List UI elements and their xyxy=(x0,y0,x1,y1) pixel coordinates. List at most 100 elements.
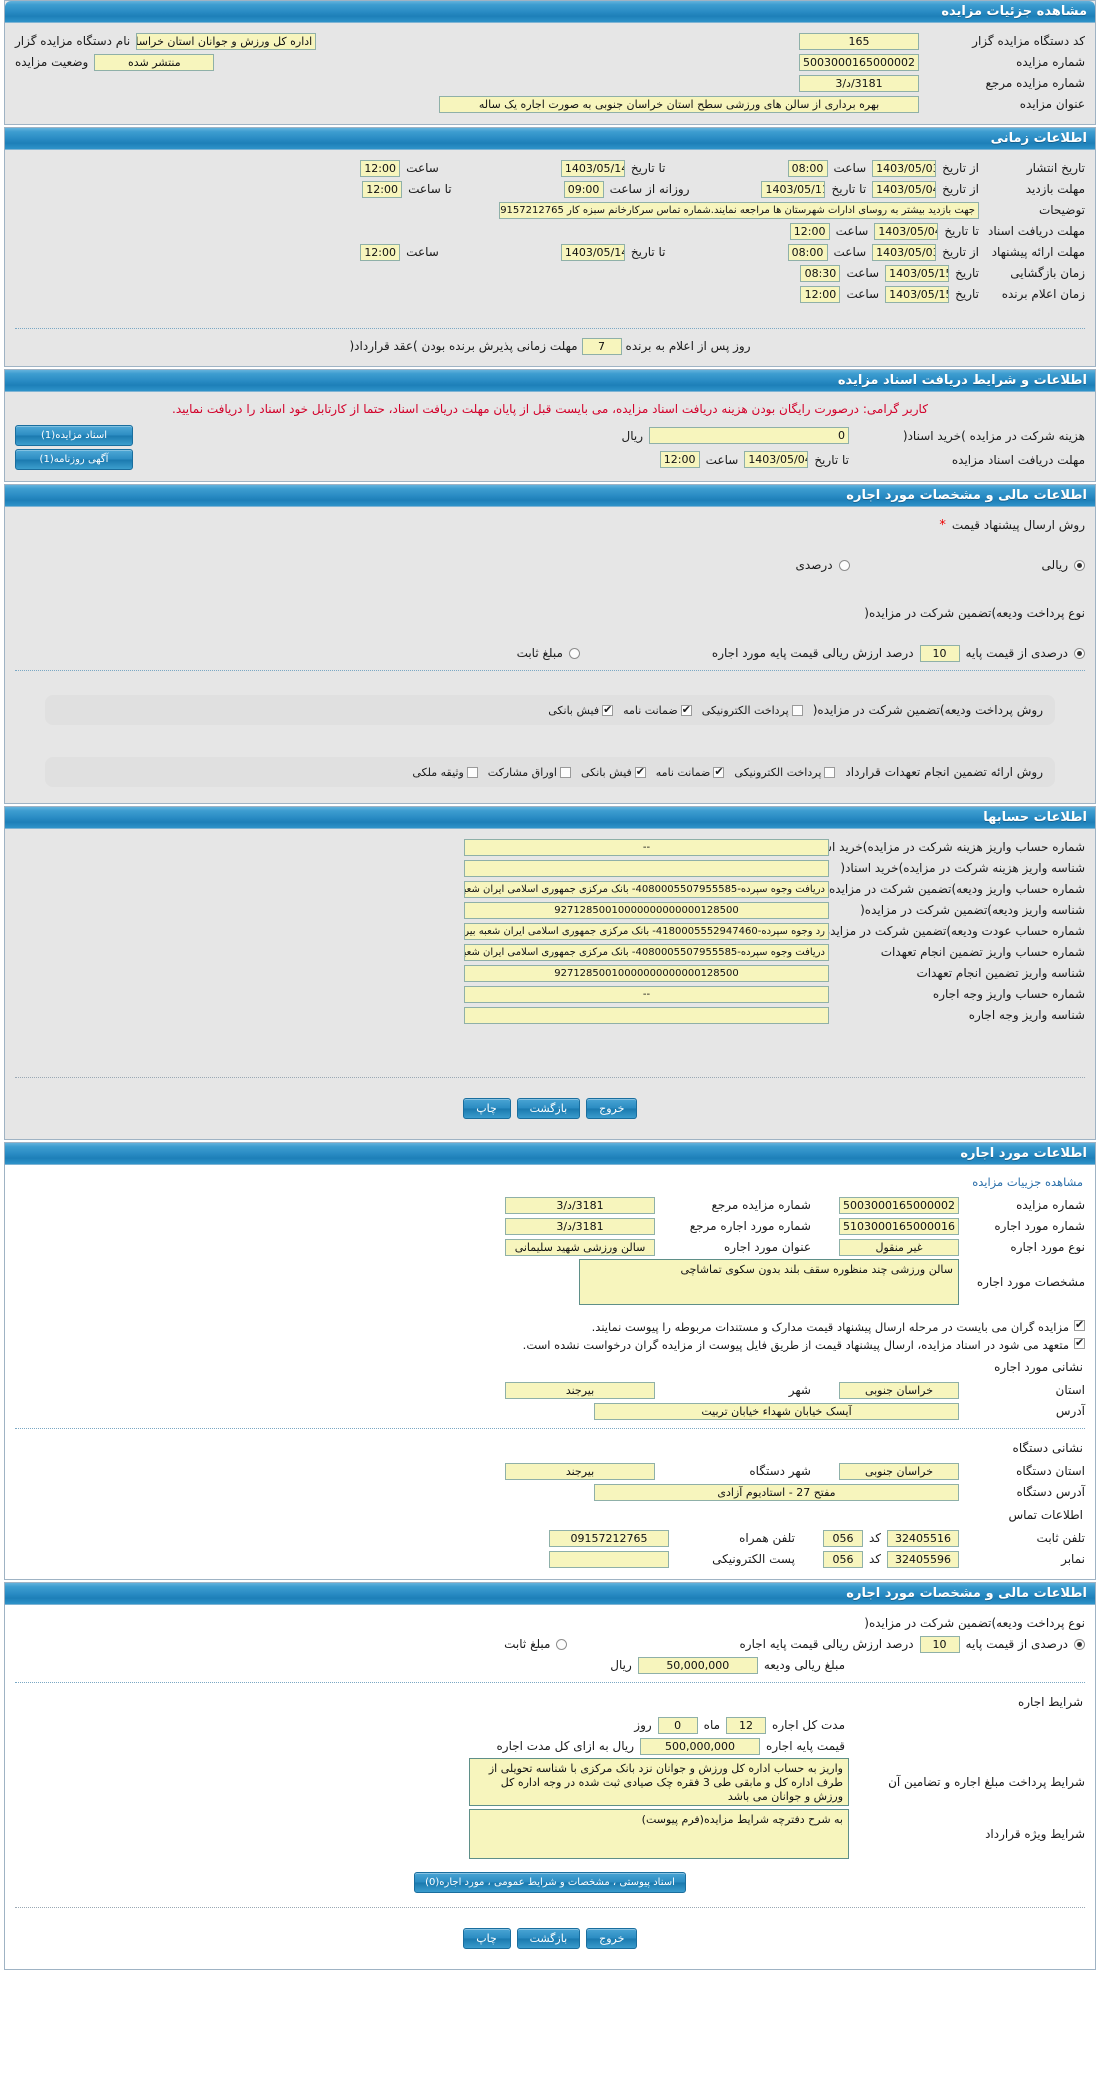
radio-rental-deposit-fixed[interactable] xyxy=(556,1638,568,1650)
checkbox-no-file-required[interactable] xyxy=(1074,1336,1085,1349)
rental-info-panel: اطلاعات مورد اجاره مشاهده جزییات مزایده … xyxy=(4,1142,1096,1580)
visit-daily-label: روزانه از ساعت xyxy=(609,182,690,196)
org-province-label: استان دستگاه xyxy=(1016,1464,1085,1478)
account-label: شماره حساب واریز وجه اجاره xyxy=(932,987,1085,1001)
guarantee-bonds[interactable]: اوراق مشارکت xyxy=(488,766,571,779)
checkbox-guarantee-letter[interactable] xyxy=(713,765,725,778)
rental-address-label: آدرس xyxy=(1055,1404,1085,1418)
row-publish-date: تاریخ انتشار از تاریخ 1403/05/03 ساعت 08… xyxy=(15,159,1085,177)
ref-auction-no-label: شماره مزایده مرجع xyxy=(711,1198,811,1212)
base-price-value: 500,000,000 xyxy=(640,1737,761,1755)
row-payment-terms: شرایط پرداخت مبلغ اجاره و تضامین آن واری… xyxy=(15,1758,1085,1806)
mobile-value: 09157212765 xyxy=(548,1529,669,1547)
deposit-method-guarantee[interactable]: ضمانت نامه xyxy=(623,703,692,717)
auction-documents-button[interactable]: اسناد مزایده(1) xyxy=(15,425,133,446)
checkbox-guarantee-property[interactable] xyxy=(466,766,478,778)
row-base-price: قیمت پایه اجاره 500,000,000 ریال به ازای… xyxy=(15,1737,1085,1755)
radio-rental-deposit-percent[interactable] xyxy=(1074,1638,1085,1650)
print-button-bottom[interactable]: چاپ xyxy=(462,1928,511,1949)
row-rental-province-city: استان خراسان جنوبی شهر بیرجند xyxy=(15,1381,1085,1399)
attachments-button[interactable]: اسناد پیوستی ، مشخصات و شرایط عمومی ، مو… xyxy=(414,1872,686,1893)
docs-time-label: ساعت xyxy=(835,224,869,238)
note-row-2: متعهد می شود در اسناد مزایده، ارسال پیشن… xyxy=(15,1336,1085,1352)
visit-label: مهلت بازدید xyxy=(1025,182,1085,196)
checkbox-deposit-guarantee[interactable] xyxy=(680,703,692,716)
checkbox-guarantee-bankslip[interactable] xyxy=(634,765,646,778)
row-auction-title: عنوان مزایده بهره برداری از سالن های ورز… xyxy=(15,95,1085,113)
checkbox-deposit-bankslip[interactable] xyxy=(602,703,614,716)
exit-button-bottom[interactable]: خروج xyxy=(586,1928,638,1949)
row-price-method-options: ریالی درصدی xyxy=(15,556,1085,574)
mobile-label: تلفن همراه xyxy=(739,1531,795,1545)
fee-label: هزینه شرکت در مزایده )خرید اسناد( xyxy=(902,428,1085,443)
docs-deadline-time-label: ساعت xyxy=(705,452,739,467)
financial-title: اطلاعات مالی و مشخصات مورد اجاره xyxy=(846,487,1087,503)
visit-to-time-label: تا ساعت xyxy=(408,182,452,196)
rental-city-label: شهر xyxy=(788,1383,811,1397)
guarantee-electronic-label: پرداخت الکترونیکی xyxy=(734,765,822,779)
account-label: شناسه واریز وجه اجاره xyxy=(968,1008,1085,1022)
ref-no-value: 3181/د/3 xyxy=(799,74,919,92)
note-text-1: مزایده گران می بایست در مرحله ارسال پیشن… xyxy=(591,1320,1069,1334)
guarantee-bankslip[interactable]: فیش بانکی xyxy=(581,765,646,779)
duration-days-value: 0 xyxy=(657,1716,698,1734)
checkbox-attachment-required[interactable] xyxy=(1074,1318,1085,1331)
auction-title-label: عنوان مزایده xyxy=(1019,97,1085,111)
deposit-amount-label: مبلغ ریالی ودیعه xyxy=(763,1658,845,1672)
accounts-divider xyxy=(15,1077,1085,1078)
deposit-method-electronic[interactable]: پرداخت الکترونیکی xyxy=(702,704,803,717)
account-label: شماره حساب عودت ودیعه)تضمین شرکت در مزای… xyxy=(819,924,1085,938)
deposit-method-bankslip[interactable]: فیش بانکی xyxy=(548,703,614,717)
offer-time-label: ساعت xyxy=(833,245,867,259)
tel-value: 32405516 xyxy=(887,1529,959,1547)
newspaper-ad-button[interactable]: آگهی روزنامه(1) xyxy=(15,449,133,470)
row-participation-fee: هزینه شرکت در مزایده )خرید اسناد( 0 ریال… xyxy=(15,425,1085,446)
rental-financial-title: اطلاعات مالی و مشخصات مورد اجاره xyxy=(846,1585,1087,1601)
back-button-top[interactable]: بازگشت xyxy=(516,1098,581,1119)
offer-label: مهلت ارائه پیشنهاد xyxy=(991,245,1085,259)
timing-desc-value: جهت بازدید بیشتر به روسای ادارات شهرستان… xyxy=(499,201,979,219)
checkbox-guarantee-bonds[interactable] xyxy=(559,766,571,778)
exit-button-top[interactable]: خروج xyxy=(586,1098,638,1119)
winner-date: 1403/05/15 xyxy=(885,285,950,303)
back-button-bottom[interactable]: بازگشت xyxy=(516,1928,581,1949)
radio-price-percent[interactable] xyxy=(838,559,850,571)
deposit-percent-value: 10 xyxy=(919,644,960,662)
checkbox-deposit-electronic[interactable] xyxy=(791,704,803,716)
checkbox-guarantee-electronic[interactable] xyxy=(824,766,836,778)
org-code-value: 165 xyxy=(799,32,919,50)
account-value xyxy=(464,859,829,877)
guarantee-letter[interactable]: ضمانت نامه xyxy=(656,765,725,779)
radio-price-rial[interactable] xyxy=(1074,559,1085,571)
radio-deposit-fixed[interactable] xyxy=(568,647,580,659)
guarantee-property[interactable]: وثیقه ملکی xyxy=(412,765,478,779)
visit-to-date: 1403/05/11 xyxy=(761,180,826,198)
timing-panel: اطلاعات زمانی تاریخ انتشار از تاریخ 1403… xyxy=(4,127,1096,367)
row-ref-no: شماره مزایده مرجع 3181/د/3 xyxy=(15,74,1085,92)
deposit-fixed-label: مبلغ ثابت xyxy=(516,646,563,660)
fee-value: 0 xyxy=(649,427,849,444)
email-label: پست الکترونیکی xyxy=(712,1552,795,1566)
row-timing-description: توضیحات جهت بازدید بیشتر به روسای ادارات… xyxy=(15,201,1085,219)
radio-deposit-percent[interactable] xyxy=(1074,647,1085,659)
account-label: شماره حساب واریز تضمین انجام تعهدات xyxy=(880,945,1085,959)
docs-conditions-panel: اطلاعات و شرایط دریافت اسناد مزایده کارب… xyxy=(4,369,1096,482)
print-button-top[interactable]: چاپ xyxy=(462,1098,511,1119)
docs-label: مهلت دریافت اسناد xyxy=(987,224,1085,238)
row-auction-no: شماره مزایده 5003000165000002 منتشر شده … xyxy=(15,53,1085,71)
guarantee-property-label: وثیقه ملکی xyxy=(412,765,464,779)
guarantee-electronic[interactable]: پرداخت الکترونیکی xyxy=(734,765,836,779)
account-value: رد وجوه سپرده-4180005552947460- بانک مرک… xyxy=(464,922,829,940)
rental-city-value: بیرجند xyxy=(505,1381,655,1399)
publish-to-time: 12:00 xyxy=(360,159,401,177)
address-divider xyxy=(15,1428,1085,1429)
rental-info-body: مشاهده جزییات مزایده شماره مزایده 500300… xyxy=(5,1165,1095,1579)
rental-info-title: اطلاعات مورد اجاره xyxy=(960,1145,1087,1161)
account-value: -- xyxy=(464,985,829,1003)
view-auction-details-link[interactable]: مشاهده جزییات مزایده xyxy=(972,1175,1083,1189)
deposit-amount-currency: ریال xyxy=(610,1658,632,1672)
visit-to-label: تا تاریخ xyxy=(831,182,867,196)
rental-deposit-fixed-label: مبلغ ثابت xyxy=(504,1637,551,1651)
row-org-province-city: استان دستگاه خراسان جنوبی شهر دستگاه بیر… xyxy=(15,1462,1085,1480)
financial-body: روش ارسال پیشنهاد قیمت * ریالی درصدی نوع … xyxy=(5,507,1095,803)
